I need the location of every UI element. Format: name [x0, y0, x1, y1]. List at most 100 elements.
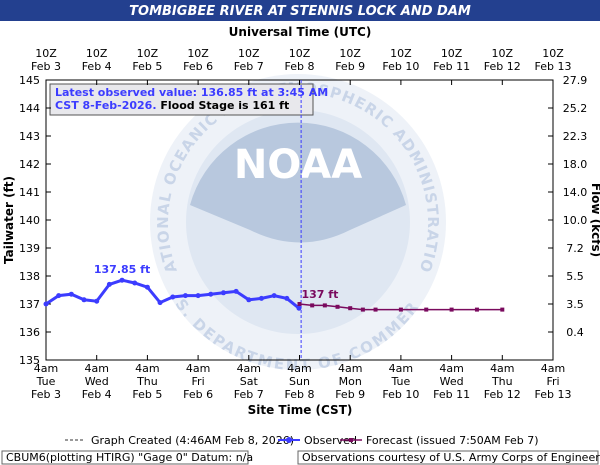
x-tick-label: Feb 3 — [31, 388, 61, 401]
x-tick-label: Fri — [192, 375, 205, 388]
annotation: 137.85 ft — [94, 263, 150, 276]
x-tick-label: Feb 9 — [335, 388, 365, 401]
observed-point — [68, 291, 74, 297]
forecast-point — [398, 307, 403, 312]
y-tick-label: 138 — [19, 270, 40, 283]
footer-left: CBUM6(plotting HTIRG) "Gage 0" Datum: n/… — [6, 451, 253, 464]
forecast-point — [348, 306, 353, 311]
y-tick-label: 135 — [19, 354, 40, 367]
observed-point — [43, 301, 49, 307]
x2-tick-label: Feb 3 — [31, 60, 61, 73]
footer-left-box — [1, 450, 249, 465]
info-date: CST 8-Feb-2026. — [55, 99, 157, 112]
legend-label: Graph Created (4:46AM Feb 8, 2026) — [91, 434, 294, 447]
observed-point — [246, 297, 252, 303]
title-bar — [0, 0, 600, 21]
info-box — [49, 83, 314, 116]
y2-tick-label: 25.2 — [563, 102, 588, 115]
x2-tick-label: Feb 6 — [183, 60, 213, 73]
x2-tick-label: Feb 5 — [132, 60, 162, 73]
observed-point — [182, 293, 188, 299]
x-tick-label: Feb 11 — [433, 388, 470, 401]
x-tick-label: Feb 8 — [285, 388, 315, 401]
footer-right: Observations courtesy of U.S. Army Corps… — [302, 451, 600, 464]
observed-point — [94, 298, 100, 304]
info-flood: Flood Stage is 161 ft — [160, 99, 289, 112]
x-tick-label: 4am — [338, 362, 362, 375]
x-tick-label: Feb 7 — [234, 388, 264, 401]
x-tick-label: 4am — [541, 362, 565, 375]
x2-tick-label: Feb 8 — [285, 60, 315, 73]
y2-tick-label: 14.0 — [563, 186, 588, 199]
x-tick-label: 4am — [186, 362, 210, 375]
forecast-point — [322, 303, 327, 308]
y2-tick-label: 10.0 — [563, 214, 588, 227]
x-tick-label: Thu — [136, 375, 158, 388]
x-tick-label: 4am — [389, 362, 413, 375]
y-tick-label: 144 — [19, 102, 40, 115]
x-tick-label: 4am — [135, 362, 159, 375]
x-tick-label: Sun — [289, 375, 310, 388]
observed-point — [195, 293, 201, 299]
y2-tick-label: 5.5 — [566, 270, 584, 283]
x-tick-label: Feb 10 — [382, 388, 419, 401]
observed-point — [208, 291, 214, 297]
y-axis-label: Tailwater (ft) — [2, 176, 16, 264]
forecast-point — [424, 307, 429, 312]
observed-point — [81, 297, 87, 303]
y-tick-label: 140 — [19, 214, 40, 227]
logo-bird — [190, 122, 406, 243]
y-tick-label: 142 — [19, 158, 40, 171]
x-tick-label: 4am — [34, 362, 58, 375]
info-line: Latest observed value: 136.85 ft at 3:45… — [55, 86, 328, 99]
forecast-point — [373, 307, 378, 312]
x2-tick-label: 10Z — [441, 47, 463, 60]
forecast-point — [297, 302, 302, 306]
x2-tick-label: 10Z — [542, 47, 564, 60]
x-tick-label: Feb 5 — [132, 388, 162, 401]
y-tick-label: 137 — [19, 298, 40, 311]
x2-tick-label: 10Z — [137, 47, 159, 60]
chart-title: TOMBIGBEE RIVER AT STENNIS LOCK AND DAM — [129, 4, 471, 19]
observed-point — [144, 284, 150, 290]
x2-tick-label: Feb 7 — [234, 60, 264, 73]
legend-marker — [286, 437, 292, 443]
forecast-point — [449, 307, 454, 312]
y-tick-label: 141 — [19, 186, 40, 199]
x-tick-label: Tue — [391, 375, 411, 388]
y-tick-label: 139 — [19, 242, 40, 255]
x2-tick-label: 10Z — [86, 47, 108, 60]
legend-marker — [349, 438, 353, 442]
y-tick-label: 145 — [19, 74, 40, 87]
x2-axis-label: Universal Time (UTC) — [229, 25, 372, 39]
x2-tick-label: 10Z — [238, 47, 260, 60]
x-tick-label: Thu — [491, 375, 513, 388]
x-tick-label: Feb 13 — [535, 388, 572, 401]
x-tick-label: Fri — [546, 375, 559, 388]
x2-tick-label: 10Z — [289, 47, 311, 60]
x-tick-label: Tue — [36, 375, 56, 388]
y2-tick-label: 3.5 — [566, 298, 584, 311]
x2-tick-label: Feb 10 — [382, 60, 419, 73]
forecast-point — [474, 307, 479, 312]
annotation: 137 ft — [302, 288, 339, 301]
observed-point — [157, 300, 163, 306]
observed-point — [258, 295, 264, 301]
x-axis-label: Site Time (CST) — [248, 403, 353, 417]
info-line: CST 8-Feb-2026. Flood Stage is 161 ft — [55, 99, 289, 112]
observed-point — [233, 288, 239, 294]
observed-point — [56, 293, 62, 299]
x-tick-label: Feb 4 — [82, 388, 112, 401]
x2-tick-label: Feb 9 — [335, 60, 365, 73]
legend-label: Observed — [304, 434, 357, 447]
x-tick-label: Sat — [240, 375, 259, 388]
observed-point — [132, 280, 138, 286]
x2-tick-label: 10Z — [339, 47, 361, 60]
x2-tick-label: 10Z — [35, 47, 57, 60]
x-tick-label: Wed — [85, 375, 109, 388]
x-tick-label: Wed — [440, 375, 464, 388]
observed-point — [296, 305, 302, 311]
observed-point — [119, 277, 125, 283]
y2-axis-label: Flow (kcfs) — [589, 183, 600, 257]
observed-point — [220, 290, 226, 296]
